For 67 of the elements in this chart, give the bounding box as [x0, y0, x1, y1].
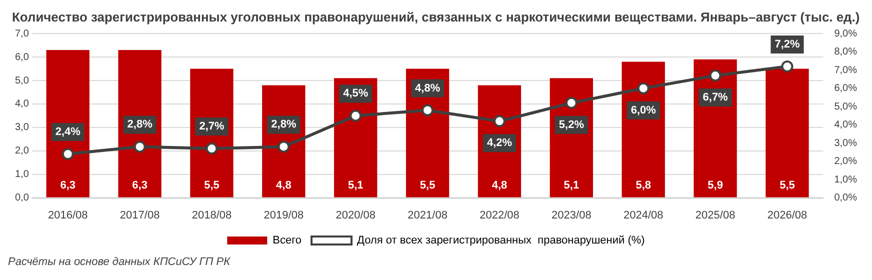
x-tick-label: 2018/08 — [192, 209, 232, 222]
y2-tick-label: 6,0% — [834, 83, 858, 94]
y2-tick-label: 5,0% — [834, 101, 858, 112]
point — [62, 148, 74, 160]
data-label: 6,0% — [630, 104, 656, 116]
data-label: 5,1 — [348, 179, 364, 192]
y-tick-label: 6,0 — [14, 52, 30, 63]
point — [134, 140, 146, 153]
legend-label: Всего — [272, 234, 302, 247]
data-label: 2,7% — [199, 120, 224, 133]
x-tick-label: 2017/08 — [120, 209, 160, 222]
data-label: 5,8 — [636, 179, 652, 192]
x-tick-label: 2023/08 — [552, 209, 592, 222]
point — [709, 70, 722, 82]
data-label: 7,2% — [774, 38, 800, 50]
data-label: 2,4% — [55, 126, 81, 138]
text: Расчёты на основе данных КПСиСУ ГП РК — [8, 256, 232, 268]
data-label: 4,8% — [415, 82, 440, 94]
data-label: 6,3 — [60, 179, 76, 192]
x-tick-label: 2020/08 — [336, 209, 376, 222]
y-tick-label: 7,0 — [14, 28, 30, 40]
data-label: 5,1 — [564, 179, 580, 192]
point — [422, 104, 434, 116]
y2-tick-label: 7,0% — [834, 64, 858, 76]
y-tick-label: 3,0 — [14, 122, 30, 134]
data-label: 6,7% — [702, 92, 728, 104]
data-label: 2,8% — [127, 118, 153, 131]
y2-tick-label: 0,0% — [834, 192, 858, 204]
point — [350, 110, 362, 122]
x-tick-label: 2016/08 — [48, 209, 88, 222]
x-tick-label: 2025/08 — [695, 209, 736, 222]
data-label: 2,8% — [271, 118, 296, 131]
x-tick-label: 2022/08 — [480, 209, 520, 222]
data-label: 5,2% — [558, 118, 584, 131]
data-label: 4,2% — [486, 137, 512, 150]
point — [278, 140, 290, 153]
data-label: 5,9 — [708, 179, 723, 192]
point — [565, 96, 578, 109]
point — [781, 60, 794, 72]
y2-tick-label: 9,0% — [834, 28, 858, 40]
y2-tick-label: 4,0% — [834, 120, 858, 131]
y-tick-label: 5,0 — [14, 75, 30, 86]
data-label: 4,8 — [276, 179, 292, 192]
legend-label: Доля от всех зарегистрированных правонарушений (%) — [357, 234, 645, 247]
point — [637, 82, 650, 94]
x-tick-label: 2026/08 — [767, 209, 808, 222]
y2-tick-label: 1,0% — [834, 174, 858, 186]
y-tick-label: 1,0 — [14, 169, 30, 180]
bar — [766, 68, 809, 198]
y2-tick-label: 2,0% — [834, 156, 858, 168]
data-label: 6,3 — [132, 179, 148, 192]
y-tick-label: 4,0 — [14, 98, 30, 110]
data-label: 5,5 — [420, 179, 436, 192]
point — [206, 142, 218, 155]
y2-tick-label: 3,0% — [834, 138, 858, 149]
point — [493, 115, 506, 128]
chart-title: Количество зарегистрированных уголовных правонарушений, связанных с наркотическими веществами. Январь–август (тыс. ед.) — [12, 9, 860, 24]
data-label: 4,8 — [492, 179, 508, 192]
y-tick-label: 2,0 — [14, 146, 30, 157]
y-tick-label: 0,0 — [14, 192, 30, 204]
x-tick-label: 2019/08 — [264, 209, 304, 222]
data-label: 5,5 — [204, 179, 220, 192]
y2-tick-label: 8,0% — [834, 46, 858, 58]
x-tick-label: 2021/08 — [408, 209, 448, 222]
data-label: 5,5 — [780, 179, 795, 192]
x-tick-label: 2024/08 — [623, 209, 664, 222]
data-label: 4,5% — [343, 88, 368, 100]
